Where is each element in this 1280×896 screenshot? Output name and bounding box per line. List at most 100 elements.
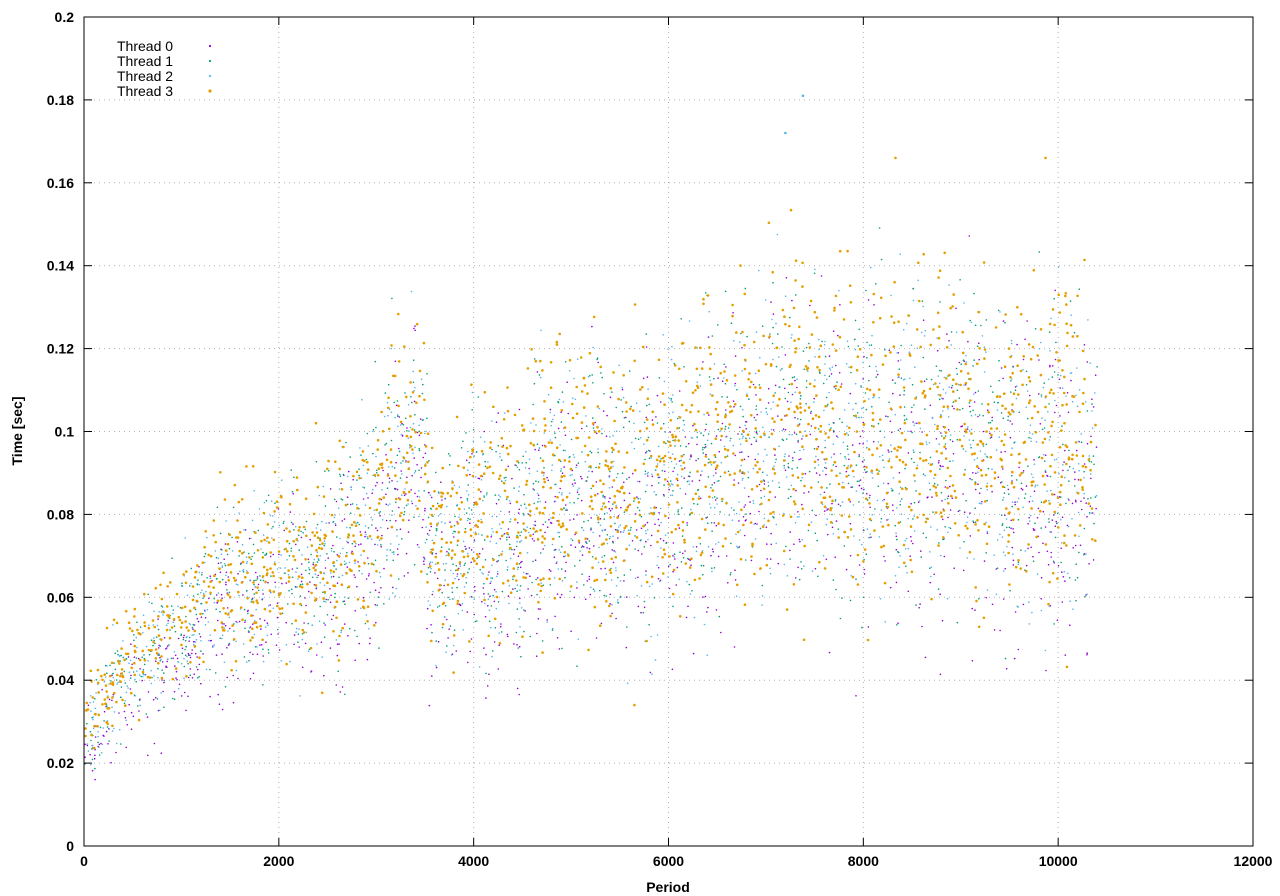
data-point <box>962 569 965 572</box>
data-point <box>1050 317 1052 320</box>
data-point <box>1071 400 1074 403</box>
data-point <box>1065 344 1069 348</box>
data-point <box>199 612 202 616</box>
data-point <box>207 553 210 557</box>
data-point <box>411 448 414 451</box>
data-point <box>220 593 223 596</box>
data-point <box>308 567 310 569</box>
data-point <box>609 535 612 538</box>
data-point <box>825 473 827 476</box>
data-point <box>899 446 902 449</box>
data-point <box>736 545 738 548</box>
data-point <box>858 564 861 566</box>
data-point <box>251 598 253 601</box>
data-point <box>752 467 755 470</box>
data-point <box>611 451 613 453</box>
data-point <box>527 573 529 575</box>
data-point <box>671 483 674 486</box>
data-point <box>286 550 289 553</box>
data-point <box>849 365 853 369</box>
data-point <box>781 429 784 432</box>
data-point <box>1075 599 1077 602</box>
data-point <box>209 577 212 579</box>
data-point <box>462 540 465 543</box>
data-point <box>660 521 662 524</box>
data-point <box>289 511 292 513</box>
data-point <box>235 583 238 586</box>
data-point <box>256 576 259 578</box>
data-point <box>872 321 875 324</box>
data-point <box>319 537 321 539</box>
data-point <box>976 345 979 348</box>
data-point <box>623 511 626 513</box>
data-point <box>403 494 406 497</box>
data-point <box>1042 542 1044 545</box>
data-point <box>872 440 875 443</box>
data-point <box>1058 378 1061 381</box>
data-point <box>422 383 424 386</box>
data-point <box>598 463 601 465</box>
data-point <box>203 545 206 549</box>
data-point <box>277 550 281 553</box>
data-point <box>423 472 427 476</box>
data-point <box>283 520 285 523</box>
data-point <box>795 489 797 492</box>
data-point <box>968 439 971 441</box>
data-point <box>1050 556 1052 558</box>
data-point <box>119 696 122 699</box>
data-point <box>1065 322 1068 326</box>
data-point <box>539 608 541 610</box>
data-point <box>639 539 642 542</box>
data-point <box>663 495 665 497</box>
data-point <box>726 448 730 452</box>
data-point <box>333 605 337 609</box>
data-point <box>426 573 428 575</box>
data-point <box>1007 415 1009 418</box>
data-point <box>317 546 321 550</box>
data-point <box>538 497 540 500</box>
data-point <box>997 402 999 404</box>
data-point <box>574 531 578 534</box>
data-point <box>316 485 320 489</box>
data-point <box>859 435 862 438</box>
data-point <box>1016 305 1019 309</box>
data-point <box>767 519 770 523</box>
data-point <box>1030 507 1033 510</box>
data-point <box>881 363 885 366</box>
data-point <box>924 458 928 462</box>
data-point <box>480 518 483 521</box>
data-point <box>190 567 193 570</box>
data-point <box>344 563 346 566</box>
data-point <box>453 530 455 533</box>
data-point <box>466 661 469 664</box>
data-point <box>777 415 779 417</box>
data-point <box>277 633 279 635</box>
data-point <box>693 616 696 619</box>
data-point <box>1027 522 1029 525</box>
data-point <box>315 587 318 590</box>
data-point <box>833 306 836 310</box>
data-point <box>551 629 554 631</box>
data-point <box>792 459 794 462</box>
data-point <box>849 301 853 304</box>
data-point <box>581 545 584 547</box>
data-point <box>541 459 545 463</box>
data-point <box>441 626 444 629</box>
data-point <box>500 510 502 513</box>
data-point <box>248 659 250 662</box>
data-point <box>696 347 699 349</box>
data-point <box>349 527 351 529</box>
data-point <box>799 449 801 452</box>
data-point <box>591 484 595 488</box>
data-point <box>185 570 188 573</box>
data-point <box>781 308 785 312</box>
data-point <box>609 603 611 605</box>
data-point <box>385 493 387 496</box>
data-point <box>754 522 757 525</box>
data-point <box>759 356 761 359</box>
data-point <box>586 392 589 395</box>
data-point <box>636 594 638 597</box>
data-point <box>710 506 712 509</box>
data-point <box>1003 492 1006 494</box>
data-point <box>360 554 362 556</box>
